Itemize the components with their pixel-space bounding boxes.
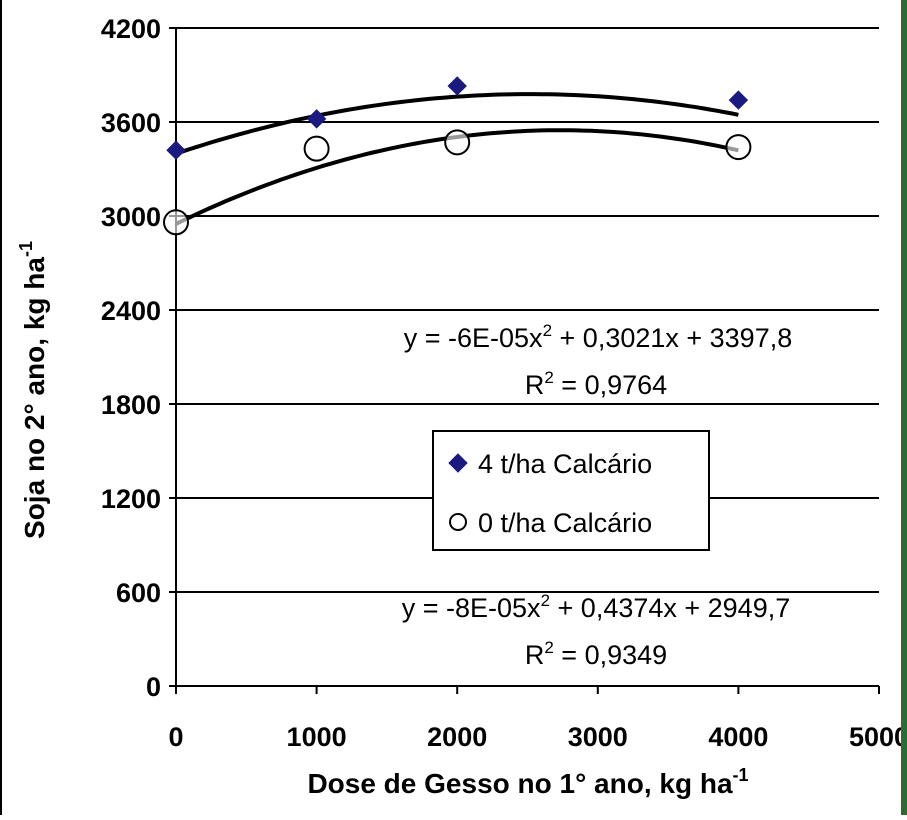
x-tick-label: 0 (168, 722, 183, 752)
r-squared-1: R2 = 0,9764 (525, 368, 667, 400)
data-point-circle (163, 209, 189, 236)
trend-equation-2: y = -8E-05x2 + 0,4374x + 2949,7 (402, 591, 791, 623)
legend-label-0t: 0 t/ha Calcário (478, 508, 652, 538)
data-point-circle (303, 135, 330, 162)
y-tick-label: 3000 (101, 202, 161, 232)
y-tick-label: 600 (116, 578, 161, 608)
x-tick-labels: 0 1000 2000 3000 4000 5000 (168, 722, 907, 752)
y-tick-label: 2400 (101, 296, 161, 326)
y-tick-label: 1800 (101, 390, 161, 420)
legend-circle-icon (449, 513, 467, 531)
legend: 4 t/ha Calcário 0 t/ha Calcário (432, 430, 710, 551)
x-tick-label: 1000 (287, 722, 347, 752)
x-tick-label: 5000 (849, 722, 907, 752)
y-tick-label: 3600 (101, 108, 161, 138)
data-point-circle (444, 129, 471, 156)
legend-diamond-icon (448, 453, 468, 473)
legend-box (432, 430, 710, 551)
x-tick-label: 4000 (708, 722, 768, 752)
left-border (0, 0, 2, 815)
x-axis-title: Dose de Gesso no 1° ano, kg ha-1 (307, 765, 748, 799)
r-squared-2: R2 = 0,9349 (525, 638, 667, 670)
data-point-diamond (306, 109, 327, 129)
data-point-circle (725, 134, 752, 161)
legend-label-4t: 4 t/ha Calcário (478, 449, 652, 479)
y-tick-label: 0 (146, 672, 161, 702)
x-tick-label: 2000 (427, 722, 487, 752)
x-tick-label: 3000 (568, 722, 628, 752)
data-points (163, 76, 752, 236)
trend-line-1 (175, 92, 739, 156)
data-point-diamond (166, 140, 186, 160)
trend-equation-1: y = -6E-05x2 + 0,3021x + 3397,8 (404, 321, 793, 353)
data-point-diamond (447, 76, 467, 96)
right-edge-strip (901, 0, 907, 815)
y-tick-labels: 0 600 1200 1800 2400 3000 3600 4200 (101, 14, 161, 702)
y-tick-label: 1200 (101, 484, 161, 514)
y-tick-label: 4200 (101, 14, 161, 44)
y-axis-title: Soja no 2° ano, kg ha-1 (16, 241, 50, 539)
data-point-diamond (728, 90, 749, 110)
trend-lines (175, 92, 739, 226)
